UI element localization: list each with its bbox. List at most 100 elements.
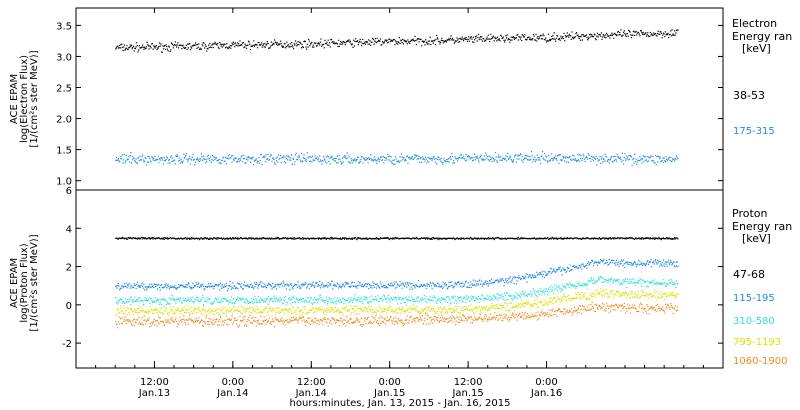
- proton-data-point: [161, 299, 163, 301]
- proton-data-point: [482, 299, 484, 301]
- electron-data-point: [290, 46, 292, 48]
- proton-data-point: [272, 238, 274, 240]
- electron-data-point: [649, 35, 651, 37]
- electron-data-point: [538, 157, 540, 159]
- electron-data-point: [135, 158, 137, 160]
- electron-data-point: [347, 161, 350, 163]
- proton-data-point: [251, 300, 253, 302]
- electron-data-point: [317, 159, 319, 161]
- proton-data-point: [190, 288, 192, 290]
- proton-data-point: [183, 286, 185, 288]
- electron-data-point: [381, 40, 384, 43]
- electron-data-point: [361, 42, 363, 45]
- proton-data-point: [354, 285, 356, 287]
- proton-data-point: [200, 313, 202, 316]
- proton-data-point: [589, 280, 591, 282]
- proton-data-point: [654, 260, 656, 262]
- proton-data-point: [321, 283, 323, 285]
- electron-data-point: [662, 161, 665, 164]
- proton-data-point: [203, 297, 205, 299]
- electron-data-point: [445, 159, 448, 161]
- proton-data-point: [120, 307, 122, 309]
- proton-data-point: [604, 237, 606, 240]
- electron-data-point: [590, 160, 592, 162]
- electron-data-point: [441, 161, 443, 163]
- proton-data-point: [308, 238, 310, 240]
- electron-data-point: [136, 45, 138, 47]
- proton-data-point: [334, 237, 336, 239]
- proton-data-point: [462, 237, 464, 239]
- proton-data-point: [442, 308, 444, 310]
- proton-data-point: [148, 285, 150, 287]
- proton-data-point: [594, 282, 596, 285]
- electron-data-point: [249, 48, 251, 51]
- proton-data-point: [142, 304, 144, 306]
- proton-data-point: [272, 301, 274, 303]
- proton-data-point: [411, 288, 414, 290]
- electron-data-point: [481, 40, 483, 42]
- proton-data-point: [542, 276, 544, 278]
- proton-data-point: [461, 314, 463, 316]
- proton-data-point: [359, 237, 361, 239]
- electron-data-point: [263, 46, 265, 48]
- proton-data-point: [382, 285, 384, 287]
- electron-data-point: [585, 35, 587, 37]
- proton-data-point: [378, 300, 380, 302]
- proton-data-point: [345, 237, 347, 239]
- proton-data-point: [221, 297, 223, 299]
- electron-data-point: [138, 45, 140, 47]
- proton-data-point: [455, 284, 457, 286]
- proton-data-point: [609, 280, 611, 283]
- proton-data-point: [247, 308, 250, 310]
- electron-data-point: [391, 161, 393, 163]
- proton-data-point: [477, 283, 479, 285]
- electron-data-point: [582, 33, 584, 36]
- electron-data-point: [413, 40, 415, 42]
- proton-data-point: [555, 271, 557, 273]
- proton-data-point: [161, 287, 163, 289]
- proton-data-point: [230, 309, 233, 311]
- proton-data-point: [285, 288, 287, 290]
- electron-data-point: [560, 35, 562, 37]
- electron-data-point: [456, 37, 458, 39]
- proton-data-point: [625, 281, 627, 283]
- proton-data-point: [190, 300, 192, 302]
- proton-data-point: [386, 309, 388, 311]
- proton-data-point: [268, 308, 270, 310]
- electron-data-point: [328, 160, 330, 162]
- electron-data-point: [342, 161, 344, 163]
- electron-data-point: [157, 155, 159, 157]
- electron-data-point: [631, 34, 633, 36]
- electron-data-point: [384, 159, 386, 161]
- proton-data-point: [240, 312, 242, 314]
- proton-data-point: [223, 237, 225, 239]
- proton-data-point: [161, 237, 163, 239]
- electron-data-point: [602, 34, 604, 36]
- proton-data-point: [645, 281, 647, 283]
- proton-data-point: [513, 282, 515, 285]
- proton-data-point: [424, 298, 426, 300]
- proton-data-point: [521, 290, 523, 293]
- proton-data-point: [666, 237, 668, 239]
- proton-data-point: [240, 299, 242, 301]
- proton-data-point: [595, 237, 597, 239]
- electron-data-point: [332, 42, 334, 44]
- proton-data-point: [642, 238, 644, 240]
- electron-data-point: [275, 42, 277, 44]
- proton-data-point: [427, 307, 429, 309]
- electron-data-point: [371, 158, 373, 160]
- proton-data-point: [249, 237, 251, 239]
- proton-data-point: [488, 283, 490, 285]
- electron-data-point: [247, 156, 250, 158]
- proton-data-point: [486, 298, 488, 301]
- proton-data-point: [485, 297, 487, 299]
- proton-data-point: [145, 310, 147, 312]
- proton-data-point: [451, 307, 453, 310]
- proton-data-point: [347, 238, 349, 240]
- electron-data-point: [465, 36, 467, 38]
- electron-data-point: [488, 38, 490, 40]
- electron-data-point: [337, 162, 339, 164]
- proton-data-point: [233, 285, 235, 287]
- proton-data-point: [345, 299, 348, 301]
- proton-data-point: [351, 237, 353, 239]
